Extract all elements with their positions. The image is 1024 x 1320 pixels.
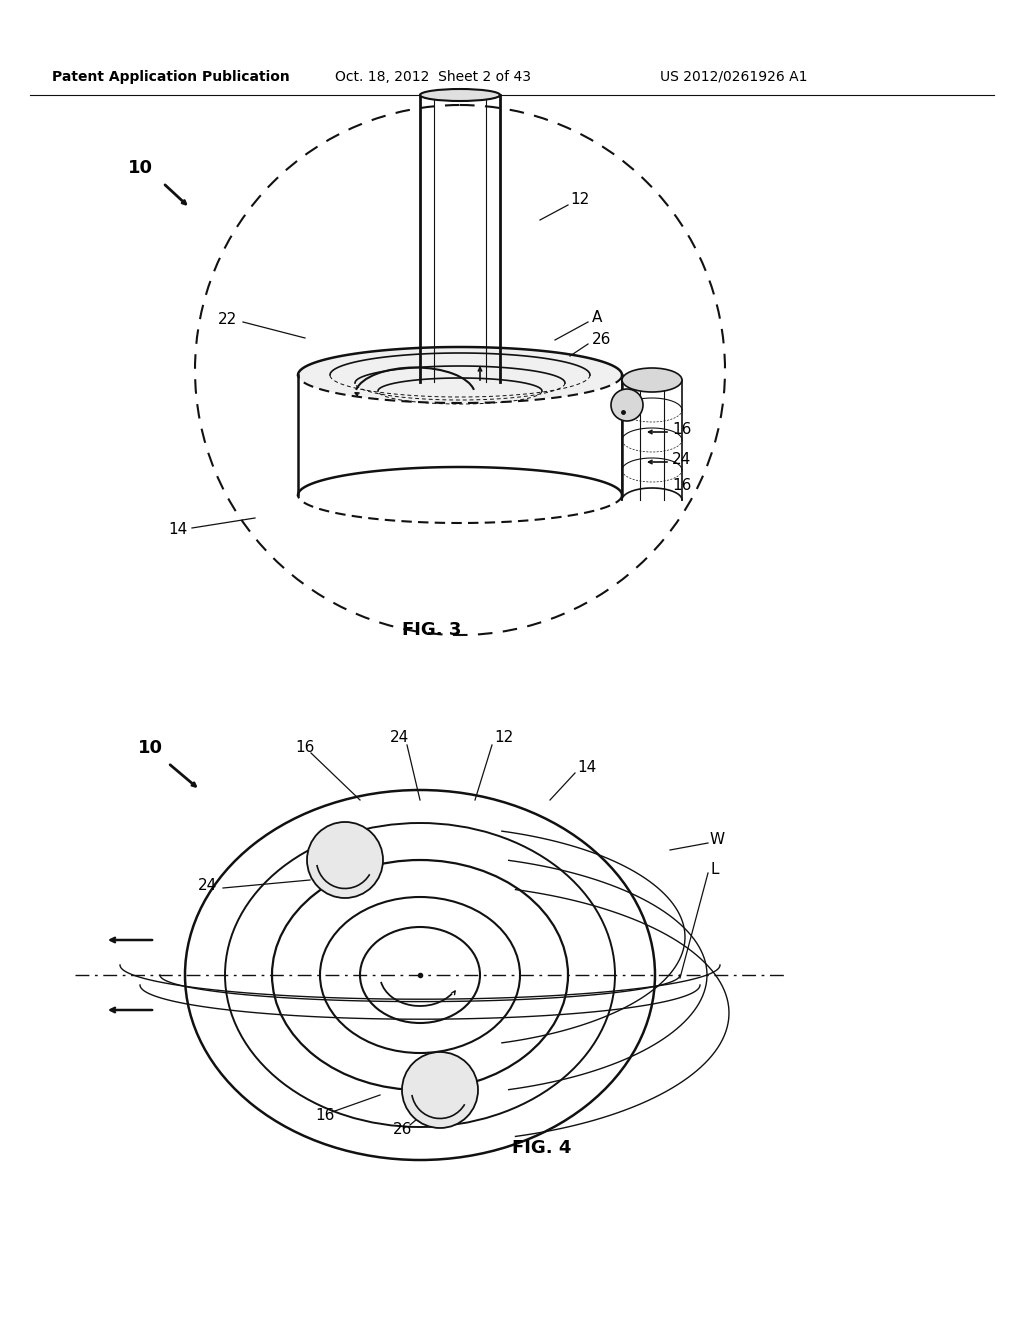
Text: 24: 24 — [672, 453, 691, 467]
Circle shape — [402, 1052, 478, 1129]
Text: 10: 10 — [138, 739, 163, 756]
Text: 16: 16 — [315, 1107, 335, 1122]
Ellipse shape — [622, 368, 682, 392]
Text: 24: 24 — [390, 730, 410, 746]
Text: 12: 12 — [494, 730, 513, 746]
Text: 16: 16 — [295, 741, 314, 755]
Ellipse shape — [420, 88, 500, 102]
Text: 12: 12 — [570, 193, 589, 207]
Text: 10: 10 — [128, 158, 153, 177]
Text: Oct. 18, 2012  Sheet 2 of 43: Oct. 18, 2012 Sheet 2 of 43 — [335, 70, 531, 84]
Text: 14: 14 — [168, 523, 187, 537]
Ellipse shape — [298, 347, 622, 403]
Text: US 2012/0261926 A1: US 2012/0261926 A1 — [660, 70, 808, 84]
Text: 16: 16 — [672, 478, 691, 492]
Text: 22: 22 — [218, 313, 238, 327]
Text: 14: 14 — [577, 760, 596, 776]
Text: 24: 24 — [198, 878, 217, 892]
Text: A: A — [592, 310, 602, 326]
Text: 16: 16 — [672, 422, 691, 437]
Circle shape — [611, 389, 643, 421]
Text: FIG. 4: FIG. 4 — [512, 1139, 571, 1158]
Text: FIG. 3: FIG. 3 — [402, 620, 462, 639]
Text: 26: 26 — [592, 333, 611, 347]
Text: L: L — [710, 862, 719, 878]
Circle shape — [307, 822, 383, 898]
Text: Patent Application Publication: Patent Application Publication — [52, 70, 290, 84]
Text: W: W — [710, 833, 725, 847]
Text: 26: 26 — [393, 1122, 413, 1138]
